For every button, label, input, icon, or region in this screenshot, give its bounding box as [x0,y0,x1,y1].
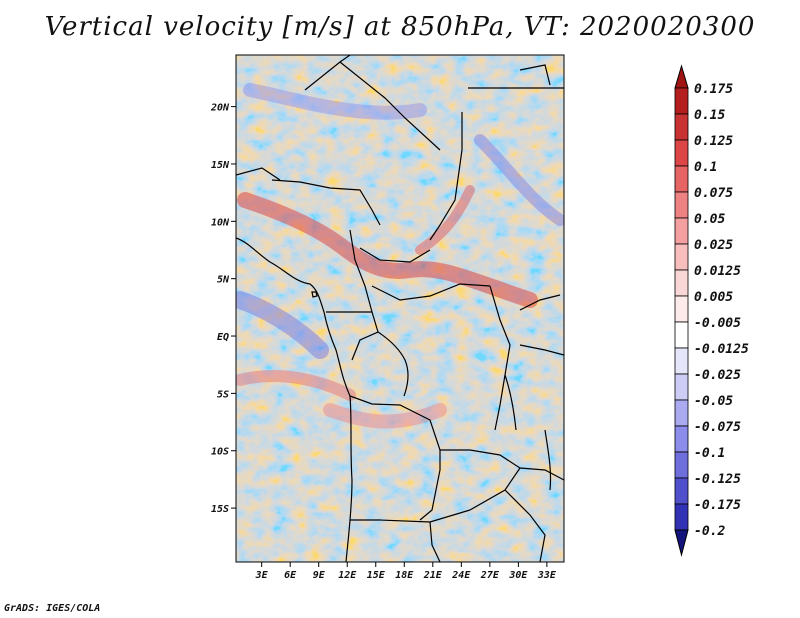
colorbar-bin [674,165,689,193]
colorbar-label: -0.0125 [694,342,749,357]
colorbar-label: 0.075 [694,186,733,201]
field-noise [236,55,564,562]
chad-car-border [359,247,431,263]
sudan-chad-border [429,112,463,241]
lon-tick-label: 15E [367,570,386,581]
grads-credit: GrADS: IGES/COLA [4,603,101,614]
colorbar-bin [674,451,689,479]
lat-tick-label: EQ [217,332,229,343]
colorbar-label: -0.075 [694,420,741,435]
colorbar-bin [674,347,689,375]
chart-title: Vertical velocity [m/s] at 850hPa, VT: 2… [44,12,756,42]
colorbar-bin [674,373,689,401]
mozambique-border [504,467,564,562]
colorbar-label: 0.125 [694,134,733,149]
downdraft-band-west [236,291,329,359]
congo-drc-river [377,331,409,397]
lon-tick-label: 3E [255,570,269,581]
lake-tanganyika [504,374,517,431]
drc-east-border [489,285,511,431]
car-drc-border [371,283,491,301]
colorbar-bin [674,295,689,323]
lon-tick-label: 33E [537,570,557,581]
drc-angola-border [349,395,470,451]
colorbar-label: 0.005 [694,290,733,305]
colorbar-bin [674,269,689,297]
latitude-axis: 20N 15N 10N 5N EQ 5S 10S 15S [210,103,236,515]
colorbar: 0.175 0.15 0.125 0.1 0.075 0.05 0.025 0.0125 0.0… [674,64,749,557]
updraft-band-sahel [237,192,538,308]
colorbar-bin [674,503,689,531]
lat-tick-label: 10S [211,447,229,458]
cameroon-border [349,229,373,313]
southwest-coast [345,395,353,562]
lat-tick-label: 10N [211,217,230,228]
angola-zambia-border [419,450,441,521]
lon-tick-label: 24E [451,570,471,581]
libya-algeria-border [304,55,441,151]
colorbar-bin [674,243,689,271]
colorbar-label: 0.025 [694,238,733,253]
field-area [236,55,564,562]
mali-border [236,167,281,181]
updraft-bands [236,185,538,429]
northeast-border [519,64,551,86]
colorbar-bin [674,399,689,427]
lat-tick-label: 20N [210,103,230,114]
lake-malawi [544,429,552,491]
lon-tick-label: 21E [423,570,443,581]
coastlines-borders [236,55,564,562]
west-africa-coast [236,237,351,397]
colorbar-label: -0.175 [694,498,741,513]
colorbar-label: -0.025 [694,368,741,383]
colorbar-label: 0.15 [694,108,725,123]
lon-tick-label: 30E [508,570,528,581]
colorbar-bin [674,139,689,167]
colorbar-label: -0.2 [694,524,725,539]
downdraft-band-east [474,134,564,226]
colorbar-bin [674,87,689,115]
longitude-axis: 3E 6E 9E 12E 15E 18E 21E 24E 27E 30E 33E [255,562,557,581]
lat-tick-label: 5N [217,275,230,286]
colorbar-top-arrow [674,64,689,89]
namibia-border [350,509,471,523]
colorbar-label: 0.0125 [694,264,741,279]
colorbar-bin [674,217,689,245]
updraft-band-east [415,185,475,255]
colorbar-bottom-arrow [674,529,689,557]
colorbar-label: 0.05 [694,212,725,227]
colorbar-label: -0.005 [694,316,741,331]
lon-tick-label: 9E [313,570,326,581]
colorbar-label: 0.1 [694,160,717,175]
lon-tick-label: 18E [395,570,414,581]
niger-nigeria-border [271,179,381,226]
colorbar-bin [674,321,689,349]
colorbar-bin [674,113,689,141]
colorbar-bin [674,477,689,505]
lat-tick-label: 15S [211,504,229,515]
lon-tick-label: 12E [338,570,357,581]
east-border [519,294,564,356]
updraft-band-gulf [236,369,356,401]
lat-tick-label: 5S [217,389,229,400]
colorbar-label: -0.125 [694,472,741,487]
lat-tick-label: 15N [211,160,230,171]
colorbar-bin [674,425,689,453]
colorbar-label: -0.1 [694,446,725,461]
map-frame [235,54,565,563]
lon-tick-label: 6E [284,570,297,581]
colorbar-bin [674,191,689,219]
updraft-band-congo [323,403,447,429]
colorbar-label: 0.175 [694,82,733,97]
gulf-island [311,291,318,298]
lon-tick-label: 27E [480,570,500,581]
botswana-border [429,521,441,562]
colorbar-label: -0.05 [694,394,733,409]
